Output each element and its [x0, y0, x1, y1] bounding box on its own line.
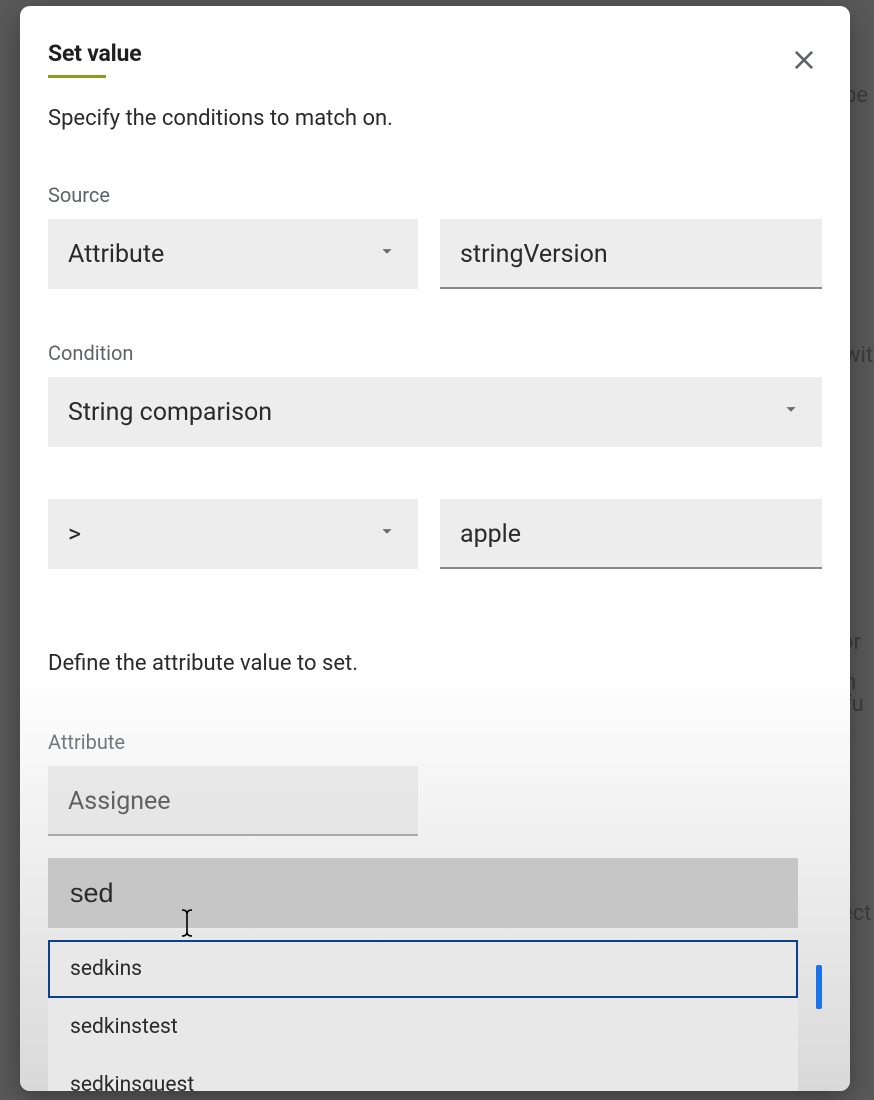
assignee-search-input[interactable] — [48, 858, 798, 928]
close-button[interactable] — [790, 46, 818, 74]
modal-title: Set value — [48, 40, 141, 67]
assignee-search-wrap — [48, 858, 822, 928]
attribute-row: Assignee — [48, 766, 822, 836]
comparison-value-input[interactable]: apple — [440, 499, 822, 569]
primary-button-edge — [816, 965, 822, 1009]
source-value-text: stringVersion — [460, 240, 608, 269]
title-wrap: Set value — [48, 40, 141, 78]
set-value-modal: Set value Specify the conditions to matc… — [20, 6, 850, 1091]
title-underline — [48, 75, 106, 78]
source-value-input[interactable]: stringVersion — [440, 219, 822, 289]
source-label: Source — [48, 183, 822, 207]
dropdown-option[interactable]: sedkinsguest — [48, 1056, 798, 1091]
attribute-field[interactable]: Assignee — [48, 766, 418, 836]
chevron-down-icon — [780, 398, 802, 427]
operator-row: > apple — [48, 499, 822, 569]
condition-type-value: String comparison — [68, 398, 272, 427]
source-type-value: Attribute — [68, 240, 164, 269]
condition-type-select[interactable]: String comparison — [48, 377, 822, 447]
source-row: Attribute stringVersion — [48, 219, 822, 289]
conditions-subtitle: Specify the conditions to match on. — [48, 106, 822, 131]
assignee-dropdown: sedkins sedkinstest sedkinsguest — [48, 940, 798, 1091]
source-type-select[interactable]: Attribute — [48, 219, 418, 289]
condition-label: Condition — [48, 341, 822, 365]
define-heading: Define the attribute value to set. — [48, 651, 822, 676]
condition-row: String comparison — [48, 377, 822, 447]
dropdown-option[interactable]: sedkinstest — [48, 998, 798, 1056]
operator-select[interactable]: > — [48, 499, 418, 569]
attribute-value-text: Assignee — [68, 787, 171, 816]
comparison-value-text: apple — [460, 520, 521, 549]
chevron-down-icon — [376, 520, 398, 549]
chevron-down-icon — [376, 240, 398, 269]
close-icon — [790, 46, 818, 74]
attribute-label: Attribute — [48, 730, 822, 754]
operator-value: > — [68, 520, 81, 549]
dropdown-option[interactable]: sedkins — [48, 940, 798, 998]
modal-header: Set value — [48, 40, 822, 78]
